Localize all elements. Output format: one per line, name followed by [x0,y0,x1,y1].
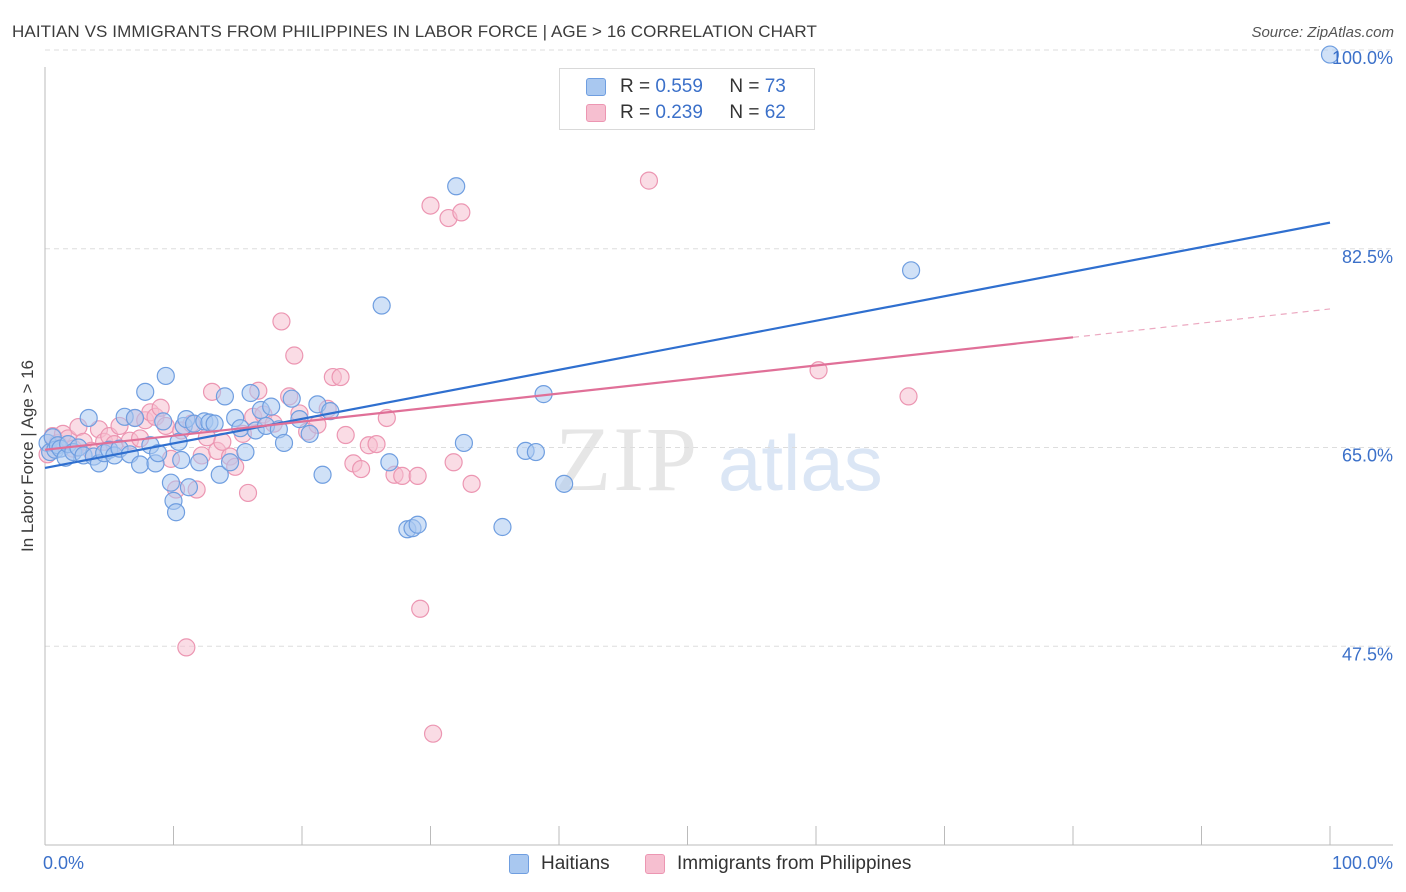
series-legend-label: Haitians [541,853,610,874]
legend-r-value: 0.559 [655,76,703,97]
legend-n-label: N = [729,76,760,97]
haitians-point-11 [79,408,98,428]
haitians-point-25 [148,444,168,463]
haitians-point-41 [210,465,229,484]
haitians-point-69 [526,442,545,462]
haitians-point-58 [313,465,332,484]
tick-labels: 47.5% 65.0% 82.5% 100.0% 0.0% 100.0% [43,48,1393,873]
legend-n-label: N = [729,102,760,123]
series-legend-philippines[interactable]: Immigrants from Philippines [645,850,911,878]
x-tick-label-1: 100.0% [1332,853,1393,873]
watermark: ZIP atlas [555,408,883,510]
legend-n-value: 62 [764,102,786,123]
philippines-point-36 [238,483,258,503]
trend-lines [44,221,1331,470]
haitians-point-26 [154,412,173,431]
gridlines [45,49,1393,647]
y-tick-label-1: 65.0% [1342,446,1393,466]
haitians-point-32 [172,450,191,470]
haitians-point-35 [179,478,199,497]
philippines-point-60 [421,196,440,215]
philippines-point-66 [639,171,659,190]
philippines-point-57 [393,466,412,485]
legend-swatch-blue [509,854,529,874]
haitians-point-64 [408,515,427,534]
x-tick-label-0: 0.0% [43,853,84,873]
philippines-point-41 [272,312,291,331]
philippines-point-50 [336,425,355,445]
haitians-point-43 [220,453,240,472]
haitians-point-56 [300,424,319,443]
y-tick-label-3: 100.0% [1332,48,1393,68]
philippines-point-52 [352,459,371,479]
haitians-point-60 [372,296,391,315]
watermark-atlas: atlas [718,419,883,507]
haitians-point-53 [274,433,294,453]
series-legend-label: Immigrants from Philippines [677,853,912,874]
philippines-trend-line [44,336,1074,451]
haitians-point-67 [493,517,512,537]
philippines-point-59 [411,599,430,618]
legend-r-label: R = [620,76,651,97]
haitians-point-51 [262,397,281,416]
legend-swatch-pink [645,854,665,874]
haitians-point-71 [555,474,574,493]
haitians-point-42 [215,387,234,406]
philippines-point-64 [452,203,471,222]
legend-swatch-blue [586,78,606,96]
legend-n-value: 73 [764,76,786,97]
philippines-point-63 [444,453,463,472]
haitians-point-46 [236,442,255,462]
philippines-point-61 [423,724,443,743]
philippines-point-25 [177,638,196,657]
haitians-point-47 [241,383,260,403]
haitians-point-27 [156,366,175,386]
haitians-point-72 [901,261,921,280]
haitians-point-61 [380,453,399,472]
y-tick-label-2: 82.5% [1342,247,1393,267]
philippines-trend-extension [1072,308,1331,338]
series-legend: Haitians Immigrants from Philippines [0,850,1406,878]
haitians-point-21 [130,455,150,474]
series-legend-haitians[interactable]: Haitians [509,850,610,878]
philippines-point-68 [899,387,918,406]
legend-r-value: 0.239 [655,102,703,123]
y-tick-label-0: 47.5% [1342,644,1393,664]
philippines-point-54 [367,434,386,454]
watermark-zip: ZIP [555,408,699,510]
haitians-point-65 [447,177,466,196]
haitians-point-54 [282,389,301,408]
haitians-point-73 [1320,45,1340,64]
philippines-point-43 [285,346,304,365]
haitians-point-30 [166,503,186,522]
haitians-point-37 [190,453,209,472]
legend-r-label: R = [620,102,651,123]
philippines-point-58 [408,466,427,485]
philippines-point-65 [462,474,481,493]
haitians-point-28 [161,473,181,492]
haitians-point-22 [136,382,155,401]
chart-title: HAITIAN VS IMMIGRANTS FROM PHILIPPINES I… [12,22,817,41]
haitians-point-66 [454,433,474,453]
haitians-point-20 [125,408,145,428]
correlation-legend: R = 0.559 N = 73 R = 0.239 N = 62 [559,68,815,130]
source-credit: Source: ZipAtlas.com [1251,24,1394,41]
legend-swatch-pink [586,104,606,122]
philippines-point-49 [331,367,350,387]
